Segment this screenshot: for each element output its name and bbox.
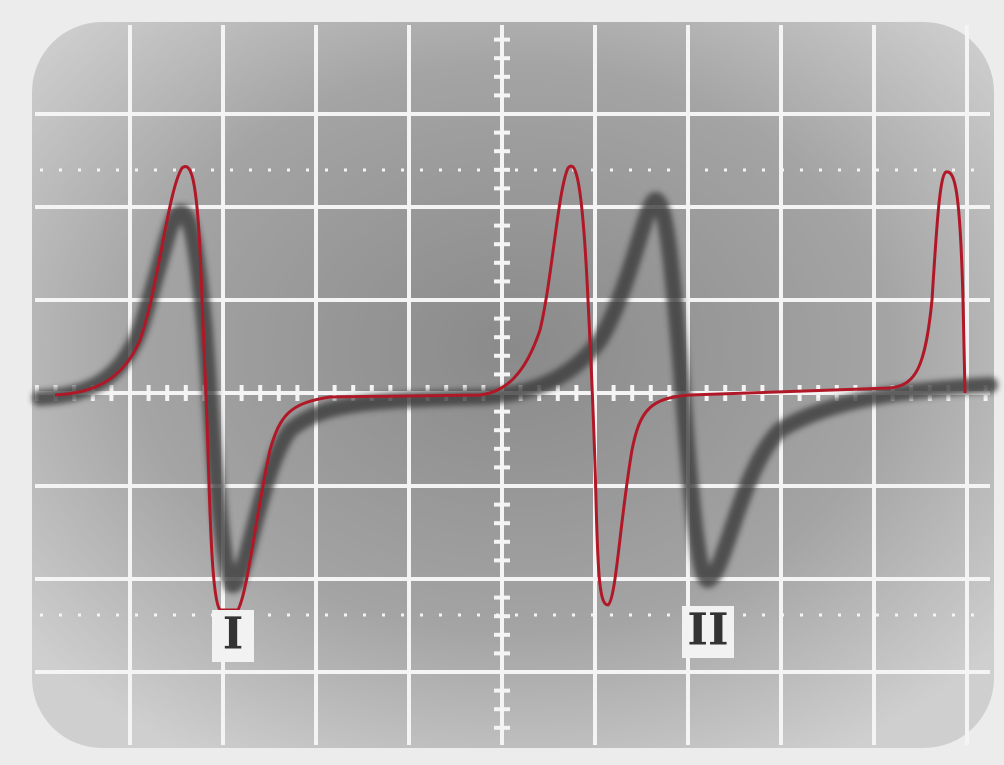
page: I II (() => { const data = JSON.parse(do… bbox=[0, 0, 1004, 765]
oscilloscope-photo: I II bbox=[0, 0, 1004, 765]
trace-label: II bbox=[687, 605, 728, 656]
trace-label: I bbox=[223, 609, 244, 660]
screen bbox=[32, 22, 994, 748]
